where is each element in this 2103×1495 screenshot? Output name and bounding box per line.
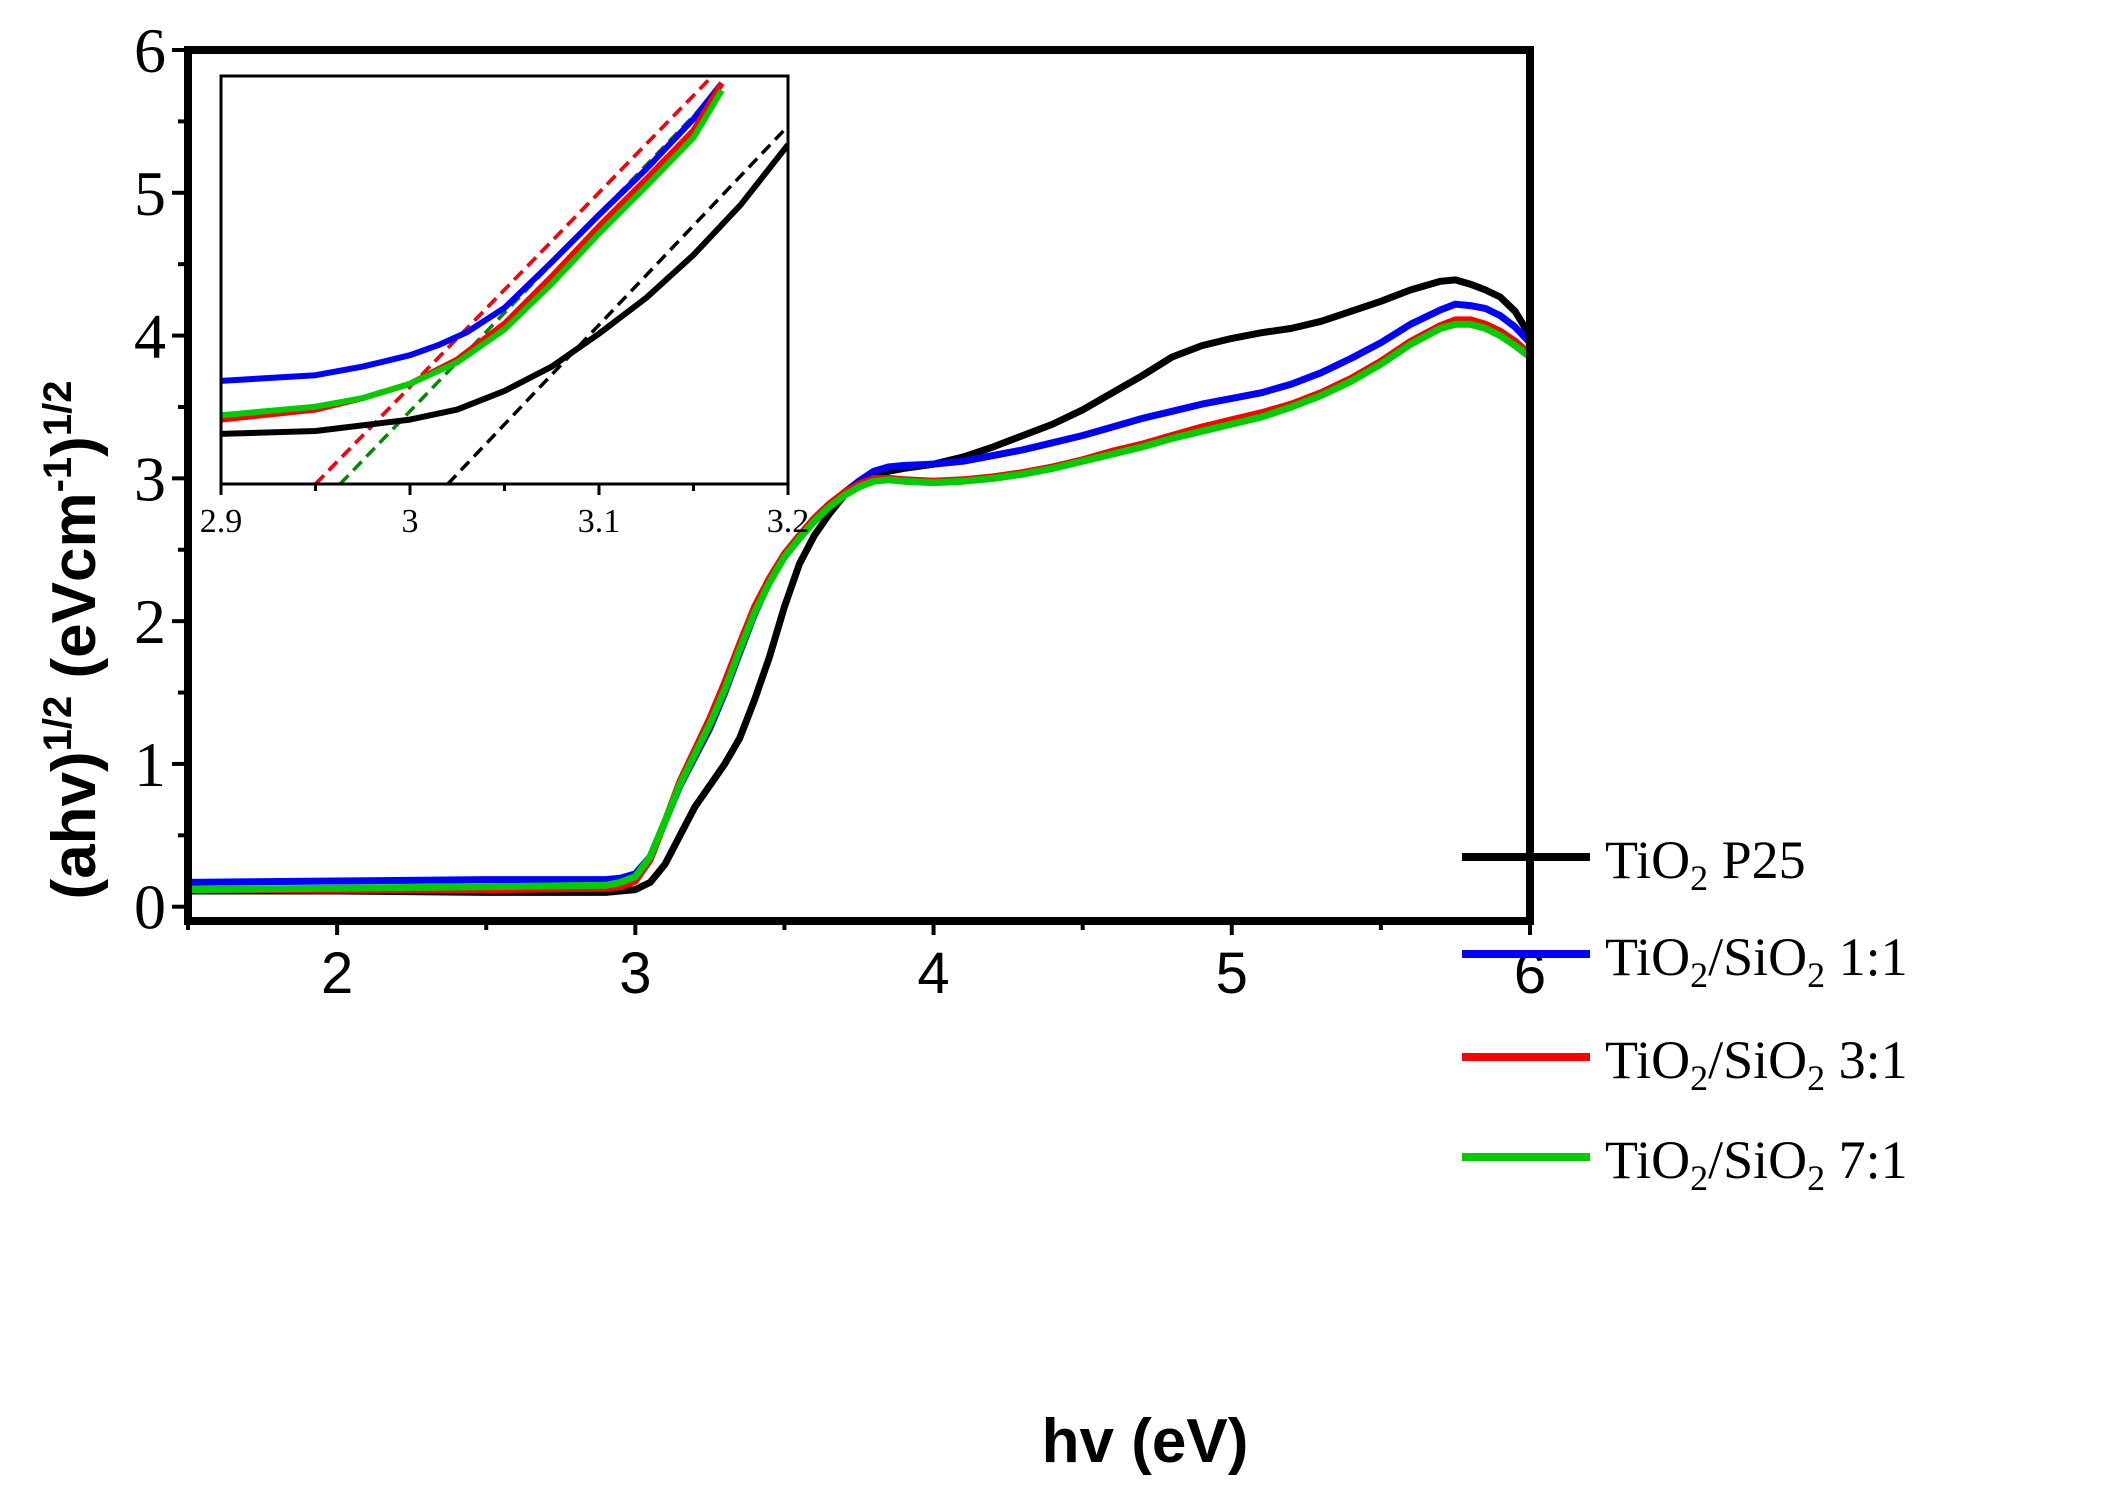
inset-series-line-p25	[221, 142, 788, 437]
inset-x-tick-label: 3.2	[767, 503, 810, 540]
x-tick-label: 3	[619, 941, 651, 1006]
series-line-s71	[187, 320, 1533, 894]
legend-item-s11: TiO2/SiO2 1:1	[1462, 927, 1908, 995]
main-chart: 2 3 4 5 6 0 1 2 3 4 5 6 hv (eV) (ahv)1/2 (eVcm-1)1…	[36, 15, 1546, 1476]
legend-label-s71: TiO2/SiO2 7:1	[1605, 1130, 1908, 1198]
inset-series-group	[221, 76, 788, 484]
y-tick-label: 2	[134, 586, 166, 657]
x-tick-label: 2	[321, 941, 353, 1006]
x-tick-label: 4	[917, 941, 949, 1006]
legend-label-s11: TiO2/SiO2 1:1	[1605, 927, 1908, 995]
inset-chart: 2.9 3 3.1 3.2	[200, 74, 810, 540]
main-series-group	[187, 276, 1533, 896]
y-tick-label: 5	[134, 158, 166, 229]
inset-x-tick-label: 3.1	[578, 503, 621, 540]
x-tick-label: 5	[1216, 941, 1248, 1006]
inset-series-line-s11	[221, 81, 725, 384]
y-tick-label: 3	[134, 443, 166, 514]
inset-x-tick-label: 2.9	[200, 503, 243, 540]
inset-background	[221, 76, 788, 484]
inset-series-line-s71	[221, 88, 725, 419]
inset-x-ticks: 2.9 3 3.1 3.2	[200, 484, 810, 540]
main-plot-frame	[184, 46, 1534, 925]
inset-x-tick-label: 3	[402, 503, 419, 540]
y-tick-label: 0	[134, 872, 166, 943]
legend-item-s31: TiO2/SiO2 3:1	[1462, 1030, 1908, 1098]
legend: TiO2 P25 TiO2/SiO2 1:1 TiO2/SiO2 3:1 TiO…	[1462, 830, 1908, 1198]
y-tick-label: 4	[134, 301, 166, 372]
legend-item-s71: TiO2/SiO2 7:1	[1462, 1130, 1908, 1198]
x-axis-title: hv (eV)	[1042, 1407, 1249, 1476]
y-tick-label: 6	[134, 15, 166, 86]
inset-fit-line-p25-fit	[446, 124, 788, 484]
legend-label-p25: TiO2 P25	[1605, 830, 1806, 898]
legend-item-p25: TiO2 P25	[1462, 830, 1806, 898]
y-tick-label: 1	[134, 729, 166, 800]
main-y-ticks: 0 1 2 3 4 5 6	[134, 15, 188, 943]
legend-label-s31: TiO2/SiO2 3:1	[1605, 1030, 1908, 1098]
y-axis-title: (ahv)1/2 (eVcm-1)1/2	[36, 381, 109, 900]
